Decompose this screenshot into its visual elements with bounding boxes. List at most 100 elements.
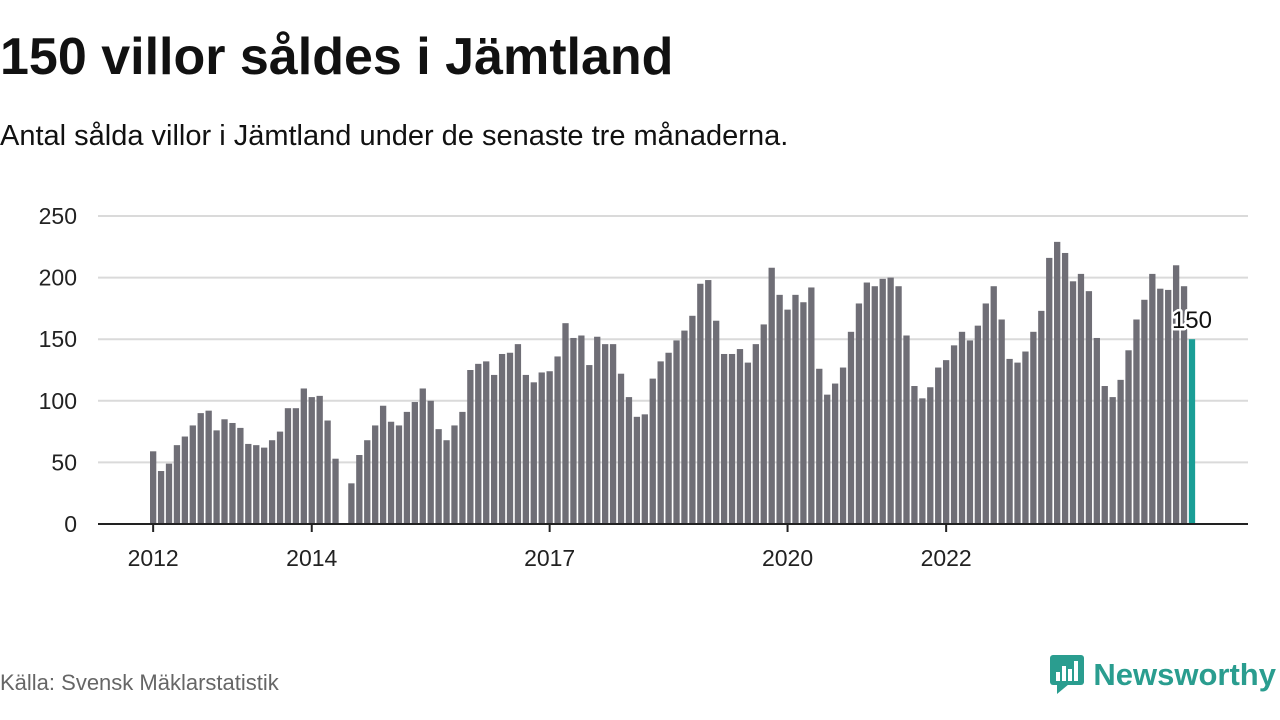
bar (356, 455, 363, 524)
x-tick-label: 2017 (524, 545, 575, 571)
bar (1030, 331, 1037, 524)
axis-labels: 0 50 100 150 200 250 2012 2014 2017 2020 2022 150 (39, 203, 1248, 571)
bar (1069, 281, 1077, 524)
highlight-value-label: 150 (1172, 307, 1212, 334)
x-tick-label: 2020 (762, 545, 813, 571)
bar (427, 400, 434, 524)
bar (935, 367, 942, 524)
y-tick-label: 250 (39, 203, 77, 229)
bar (284, 408, 292, 524)
bar (1117, 379, 1124, 524)
bar (673, 340, 680, 524)
bar (1172, 265, 1180, 524)
bars (150, 241, 1196, 524)
bar (578, 335, 585, 524)
bar (261, 447, 268, 524)
bar (752, 344, 759, 524)
bar (665, 352, 672, 524)
bar (1061, 252, 1069, 524)
bar (1149, 273, 1156, 524)
bar (586, 365, 593, 524)
bar (522, 374, 530, 524)
bar (816, 368, 823, 524)
bar (879, 278, 886, 524)
bar (205, 410, 212, 524)
bar (768, 267, 775, 524)
x-tick-label: 2014 (286, 545, 337, 571)
bar (387, 421, 395, 524)
bar (1014, 362, 1021, 524)
bar (1109, 397, 1116, 524)
brand-name: Newsworthy (1093, 657, 1276, 692)
bar (1165, 289, 1172, 524)
bar (1006, 358, 1013, 524)
bar (475, 363, 482, 524)
bar (173, 445, 181, 524)
bar (760, 324, 767, 524)
bar (1085, 291, 1093, 524)
bar (919, 398, 926, 524)
bar (681, 330, 688, 524)
x-tick-label: 2022 (921, 545, 972, 571)
y-tick-label: 100 (39, 388, 77, 414)
bar (974, 325, 982, 524)
bar (150, 451, 157, 524)
y-tick-label: 150 (39, 326, 77, 352)
bar (1125, 350, 1132, 524)
brand-logo[interactable]: Newsworthy (1049, 654, 1276, 696)
bar (213, 430, 220, 524)
bar-highlight (1188, 339, 1196, 524)
bar (324, 420, 331, 524)
bar (871, 286, 878, 524)
bar (157, 471, 165, 524)
bar (863, 282, 870, 524)
bar (292, 408, 300, 524)
bar (316, 395, 323, 524)
bar (1180, 286, 1188, 524)
bar (562, 323, 569, 524)
bar (1038, 310, 1045, 524)
bar (966, 340, 974, 524)
bar (467, 370, 474, 524)
bar (229, 422, 236, 524)
bar (379, 405, 387, 524)
bar (165, 463, 173, 524)
bar (958, 331, 966, 524)
bar (697, 283, 704, 524)
bar (538, 372, 545, 524)
bar (237, 427, 244, 524)
page-title: 150 villor såldes i Jämtland (0, 28, 674, 86)
bar (1077, 273, 1085, 524)
bar (649, 378, 656, 524)
bar (855, 303, 863, 524)
bar (689, 315, 696, 524)
bar (364, 440, 371, 524)
bar (419, 388, 426, 524)
bar (784, 309, 791, 524)
bar (221, 419, 228, 524)
bar (792, 294, 799, 524)
bar (181, 436, 189, 524)
bar (546, 371, 553, 524)
bar (435, 429, 442, 524)
bar (594, 336, 601, 524)
bar (514, 344, 522, 524)
bar (625, 397, 633, 524)
bar (839, 367, 847, 524)
bar (1141, 299, 1148, 524)
bar (1093, 337, 1100, 524)
bar (372, 425, 379, 524)
bar (831, 383, 839, 524)
bar (1157, 288, 1164, 524)
bar (197, 413, 204, 524)
page-subtitle: Antal sålda villor i Jämtland under de s… (0, 120, 789, 152)
bar (990, 286, 997, 524)
bar (1133, 319, 1140, 524)
y-tick-label: 200 (39, 265, 77, 291)
bar (483, 361, 490, 524)
bar (617, 373, 625, 524)
bar (744, 362, 752, 524)
bar (253, 445, 260, 524)
bar (776, 294, 783, 524)
bar-chart: 0 50 100 150 200 250 2012 2014 2017 2020 2022 150 (39, 203, 1248, 571)
